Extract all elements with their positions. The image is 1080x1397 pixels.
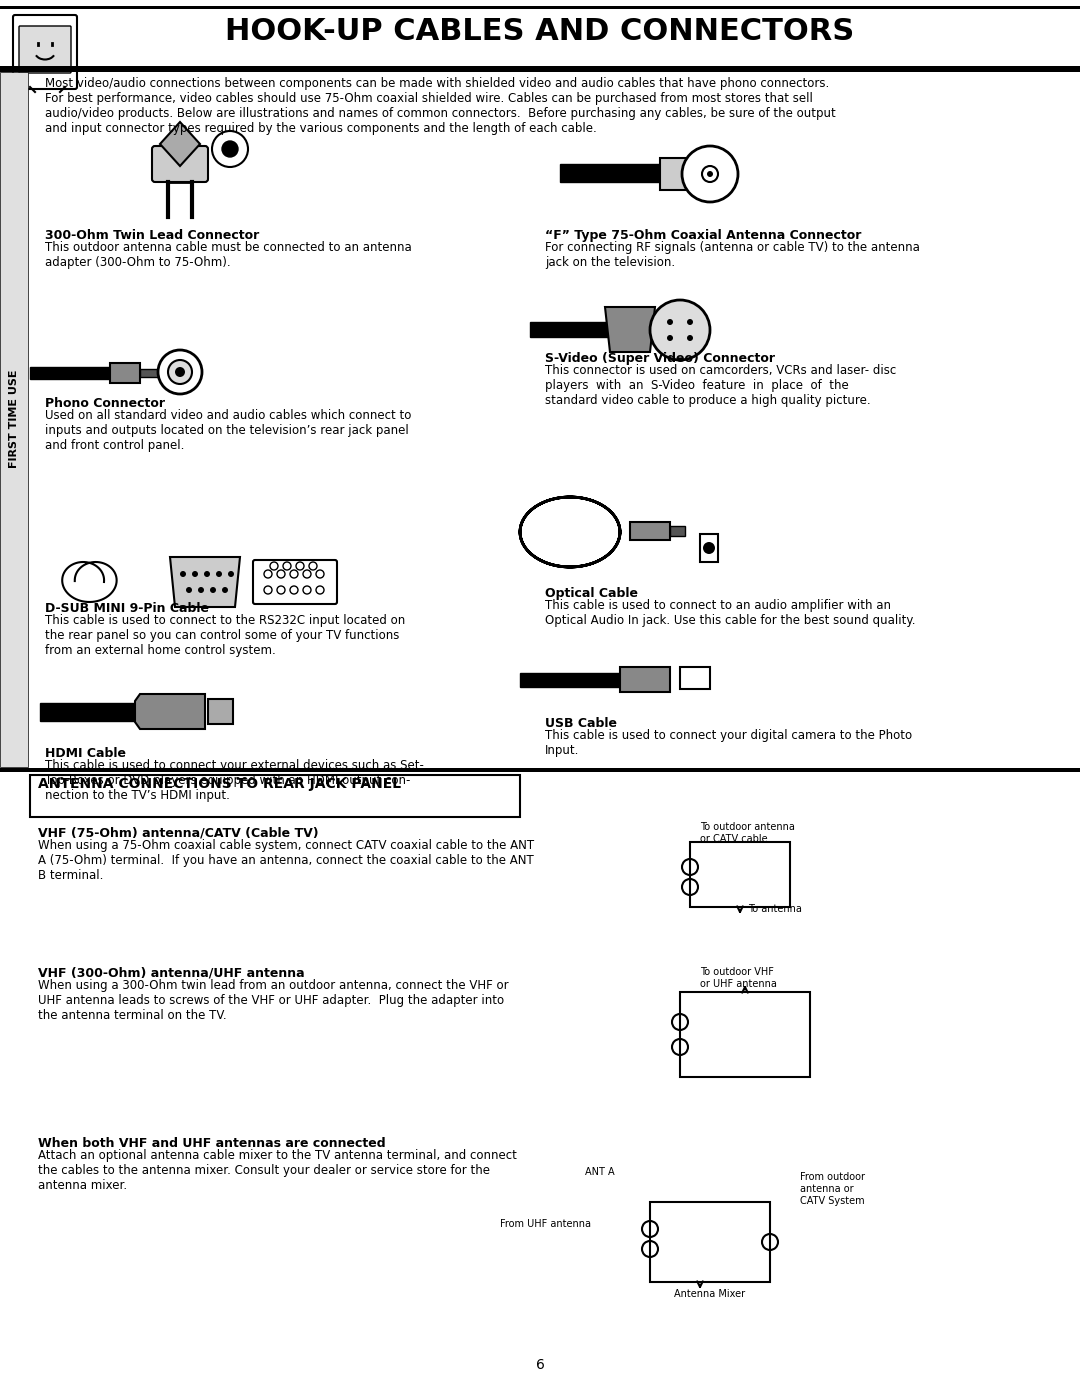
Text: 6: 6 (536, 1358, 544, 1372)
Circle shape (216, 571, 222, 577)
Bar (30, 367, 110, 379)
Circle shape (222, 141, 238, 156)
FancyBboxPatch shape (30, 775, 519, 817)
Text: When both VHF and UHF antennas are connected: When both VHF and UHF antennas are conne… (38, 1137, 386, 1150)
Text: S-Video (Super Video) Connector: S-Video (Super Video) Connector (545, 352, 775, 365)
Text: Most video/audio connections between components can be made with shielded video : Most video/audio connections between com… (45, 77, 836, 136)
FancyBboxPatch shape (253, 560, 337, 604)
Bar (0, 6, 1080, 8)
Circle shape (703, 542, 715, 555)
Polygon shape (160, 122, 200, 166)
Bar (680, 992, 810, 1077)
Text: USB Cable: USB Cable (545, 717, 617, 731)
Bar (40, 703, 140, 721)
Bar (519, 673, 620, 687)
Circle shape (204, 571, 210, 577)
Circle shape (198, 587, 204, 592)
Text: “F” Type 75-Ohm Coaxial Antenna Connector: “F” Type 75-Ohm Coaxial Antenna Connecto… (545, 229, 862, 242)
Polygon shape (605, 307, 654, 352)
Polygon shape (135, 694, 205, 729)
Bar (680, 666, 710, 689)
Bar (0, 73, 28, 767)
Text: This outdoor antenna cable must be connected to an antenna
adapter (300-Ohm to 7: This outdoor antenna cable must be conne… (45, 242, 411, 270)
FancyBboxPatch shape (19, 27, 71, 73)
Text: or UHF antenna: or UHF antenna (700, 979, 777, 989)
Circle shape (222, 587, 228, 592)
Bar (85, 13, 1065, 67)
Bar (0, 768, 1080, 773)
Circle shape (168, 360, 192, 384)
Circle shape (687, 319, 693, 326)
Bar (630, 522, 670, 541)
Text: ANT A: ANT A (585, 1166, 615, 1178)
Circle shape (667, 319, 673, 326)
Bar (670, 527, 685, 536)
Circle shape (228, 571, 234, 577)
Circle shape (687, 335, 693, 341)
FancyBboxPatch shape (152, 147, 208, 182)
Text: Used on all standard video and audio cables which connect to
inputs and outputs : Used on all standard video and audio cab… (45, 409, 411, 453)
Circle shape (192, 571, 198, 577)
Circle shape (681, 147, 738, 203)
Bar (208, 698, 233, 724)
Text: VHF (75-Ohm) antenna/CATV (Cable TV): VHF (75-Ohm) antenna/CATV (Cable TV) (38, 827, 319, 840)
Text: This cable is used to connect your external devices such as Set-
Top-Boxes or DV: This cable is used to connect your exter… (45, 759, 423, 802)
Text: HOOK-UP CABLES AND CONNECTORS: HOOK-UP CABLES AND CONNECTORS (226, 18, 854, 46)
Text: To outdoor antenna: To outdoor antenna (700, 821, 795, 833)
Circle shape (175, 367, 185, 377)
Text: ANTENNA CONNECTIONS TO REAR JACK PANEL: ANTENNA CONNECTIONS TO REAR JACK PANEL (38, 777, 401, 791)
Circle shape (702, 166, 718, 182)
Text: or CATV cable: or CATV cable (700, 834, 768, 844)
Circle shape (210, 587, 216, 592)
Text: When using a 75-Ohm coaxial cable system, connect CATV coaxial cable to the ANT
: When using a 75-Ohm coaxial cable system… (38, 840, 535, 882)
FancyBboxPatch shape (13, 15, 77, 89)
Text: antenna or: antenna or (800, 1185, 853, 1194)
Polygon shape (170, 557, 240, 608)
Text: D-SUB MINI 9-Pin Cable: D-SUB MINI 9-Pin Cable (45, 602, 210, 615)
Text: This connector is used on camcorders, VCRs and laser- disc
players  with  an  S-: This connector is used on camcorders, VC… (545, 365, 896, 407)
Bar (660, 158, 690, 190)
Polygon shape (620, 666, 670, 692)
Text: From outdoor: From outdoor (800, 1172, 865, 1182)
Circle shape (158, 351, 202, 394)
Text: To antenna: To antenna (748, 904, 801, 914)
Bar (140, 369, 160, 377)
Bar (690, 842, 789, 907)
Text: This cable is used to connect to an audio amplifier with an
Optical Audio In jac: This cable is used to connect to an audi… (545, 599, 916, 627)
Text: This cable is used to connect your digital camera to the Photo
Input.: This cable is used to connect your digit… (545, 729, 913, 757)
Text: This cable is used to connect to the RS232C input located on
the rear panel so y: This cable is used to connect to the RS2… (45, 615, 405, 657)
Text: FIRST TIME USE: FIRST TIME USE (9, 370, 19, 468)
Bar (530, 321, 610, 337)
Text: Phono Connector: Phono Connector (45, 397, 165, 409)
Circle shape (707, 170, 713, 177)
Circle shape (650, 300, 710, 360)
Text: For connecting RF signals (antenna or cable TV) to the antenna
jack on the telev: For connecting RF signals (antenna or ca… (545, 242, 920, 270)
Circle shape (180, 571, 186, 577)
Bar (110, 363, 140, 383)
Circle shape (186, 587, 192, 592)
Bar (561, 163, 660, 182)
Circle shape (667, 335, 673, 341)
Text: 300-Ohm Twin Lead Connector: 300-Ohm Twin Lead Connector (45, 229, 259, 242)
Bar (700, 534, 718, 562)
Text: Attach an optional antenna cable mixer to the TV antenna terminal, and connect
t: Attach an optional antenna cable mixer t… (38, 1148, 517, 1192)
Text: HDMI Cable: HDMI Cable (45, 747, 126, 760)
Text: Optical Cable: Optical Cable (545, 587, 638, 599)
Text: When using a 300-Ohm twin lead from an outdoor antenna, connect the VHF or
UHF a: When using a 300-Ohm twin lead from an o… (38, 979, 509, 1023)
Text: VHF (300-Ohm) antenna/UHF antenna: VHF (300-Ohm) antenna/UHF antenna (38, 967, 305, 981)
Text: To outdoor VHF: To outdoor VHF (700, 967, 774, 977)
Text: Antenna Mixer: Antenna Mixer (674, 1289, 745, 1299)
Text: CATV System: CATV System (800, 1196, 865, 1206)
Text: From UHF antenna: From UHF antenna (499, 1220, 591, 1229)
Bar (650, 1201, 770, 1282)
Bar (0, 66, 1080, 73)
